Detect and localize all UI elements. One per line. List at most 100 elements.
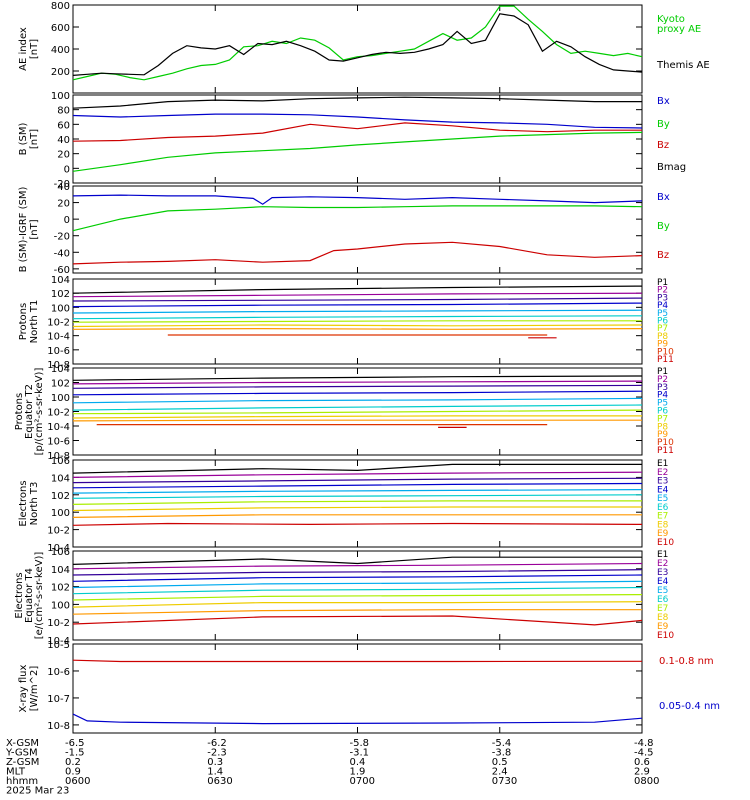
y-tick-label: 10-4 (47, 543, 70, 554)
legend-entry: P9 (657, 340, 668, 350)
legend-entry: P10 (657, 438, 674, 448)
series-line-bx (72, 113, 643, 129)
series-line-p3 (72, 384, 643, 389)
y-tick-label: 10-8 (47, 721, 70, 732)
legend-entry: P9 (657, 430, 668, 440)
legend-entry: P4 (657, 391, 668, 401)
series-line-p7 (72, 409, 643, 415)
y-tick-label: 400 (51, 45, 70, 56)
legend-entry: P7 (657, 414, 668, 424)
series-line-e4 (72, 482, 643, 489)
y-tick-label: 10-6 (47, 346, 70, 357)
y-tick-label: 10-4 (47, 422, 70, 433)
legend-entry: E7 (657, 604, 668, 614)
legend-entry: Kyoto (657, 14, 685, 25)
panel-frame (72, 94, 643, 184)
series-line-p7 (72, 320, 642, 323)
panel-2: -20 0 20 40 60 80 100 B (SM) [nT] Bx By Bz Bmag (18, 91, 686, 190)
series-line-p4 (72, 390, 643, 396)
y-axis-label: North T3 (29, 482, 40, 526)
series-line-e7 (72, 500, 642, 505)
panel-8: 10-8 10-7 10-6 10-5 X-ray flux [W/m^2] 0.1-0.8… (18, 640, 720, 734)
legend-entry: E4 (657, 577, 669, 587)
x-axis-row-label: Y-GSM (5, 748, 38, 759)
y-tick-label: 104 (51, 364, 70, 375)
y-axis-label: Equator T2 (24, 384, 35, 439)
series-line-bz (72, 122, 642, 142)
y-axis-label: Protons (14, 393, 25, 430)
series-line-p9 (72, 419, 642, 422)
series-line-e7 (72, 593, 643, 601)
y-axis-label: [nT] (29, 129, 40, 149)
series-line-by (72, 131, 643, 172)
series-line-p2 (72, 292, 643, 298)
series-line-e4 (72, 574, 643, 582)
series-line-p5 (72, 397, 643, 404)
y-tick-label: 10-8 (47, 360, 70, 371)
x-axis-value: 0.2 (65, 757, 81, 768)
y-tick-label: -60 (54, 265, 70, 276)
y-axis-label: [nT] (29, 39, 40, 59)
legend-entry: E2 (657, 468, 668, 478)
x-axis-value: 1.4 (207, 767, 223, 778)
y-tick-label: 10-7 (47, 694, 70, 705)
y-tick-label: 0 (64, 215, 70, 226)
legend-entry: E6 (657, 503, 669, 513)
legend-entry: P3 (657, 383, 668, 393)
legend-entry: P2 (657, 286, 668, 296)
legend-entry: E9 (657, 529, 669, 539)
legend-entry: P6 (657, 407, 668, 417)
x-axis-row-label: Z-GSM (6, 757, 39, 768)
panel-7: 10-4 10-2 100 102 104 106 Electrons Equator T4[… (14, 547, 674, 647)
legend-entry: E5 (657, 494, 668, 504)
y-axis-label: Electrons (14, 572, 25, 618)
y-tick-label: 0 (64, 164, 70, 175)
y-tick-label: 10-5 (47, 640, 70, 651)
y-tick-label: 800 (51, 1, 70, 12)
legend-entry: P4 (657, 301, 668, 311)
x-axis-value: -4.8 (634, 738, 654, 749)
legend-entry: P10 (657, 347, 674, 357)
y-tick-label: -20 (54, 232, 70, 243)
y-axis-label: Equator T4 (24, 568, 35, 623)
y-tick-label: 20 (57, 150, 70, 161)
x-axis-value: 1.9 (350, 767, 366, 778)
legend-entry: E1 (657, 550, 668, 560)
legend-entry: P1 (657, 367, 668, 377)
x-axis-value: 0600 (65, 776, 90, 787)
x-axis-table: X-GSM -6.5 -6.2 -5.8 -5.4 -4.8 Y-GSM -1.5 -2.3 -3… (5, 738, 659, 797)
legend-entry: P11 (657, 355, 674, 365)
x-axis-value: -5.4 (492, 738, 512, 749)
y-axis-label: [W/m^2] (29, 666, 40, 712)
series-line-0-1-0-8-nm (72, 659, 643, 663)
legend-entry: E3 (657, 568, 668, 578)
legend-entry: P8 (657, 422, 668, 432)
series-line-0-05-0-4-nm (72, 713, 643, 725)
x-axis-value: 0700 (350, 776, 375, 787)
series-line-e3 (72, 477, 643, 484)
y-tick-label: 10-2 (47, 318, 70, 329)
y-tick-label: 106 (51, 547, 70, 558)
y-tick-label: 100 (51, 393, 70, 404)
series-line-e3 (72, 569, 643, 576)
series-line-e8 (72, 506, 642, 512)
x-axis-value: 0.3 (207, 757, 223, 768)
x-axis-value: -6.2 (207, 738, 227, 749)
y-axis-label: B (SM) (18, 122, 29, 155)
x-axis-value: 0.4 (350, 757, 366, 768)
x-axis-value: 2.4 (492, 767, 508, 778)
legend-entry: E8 (657, 613, 669, 623)
legend-entry: E10 (657, 538, 674, 548)
y-tick-label: -20 (54, 179, 70, 190)
y-tick-label: 200 (51, 67, 70, 78)
x-axis-value: -4.5 (634, 748, 654, 759)
x-axis-row-label: MLT (6, 767, 26, 778)
legend-entry: By (657, 221, 670, 232)
series-line-p6 (72, 404, 643, 411)
y-tick-label: 20 (57, 199, 70, 210)
y-tick-label: 10-6 (47, 667, 70, 678)
x-axis-value: 0800 (634, 776, 659, 787)
